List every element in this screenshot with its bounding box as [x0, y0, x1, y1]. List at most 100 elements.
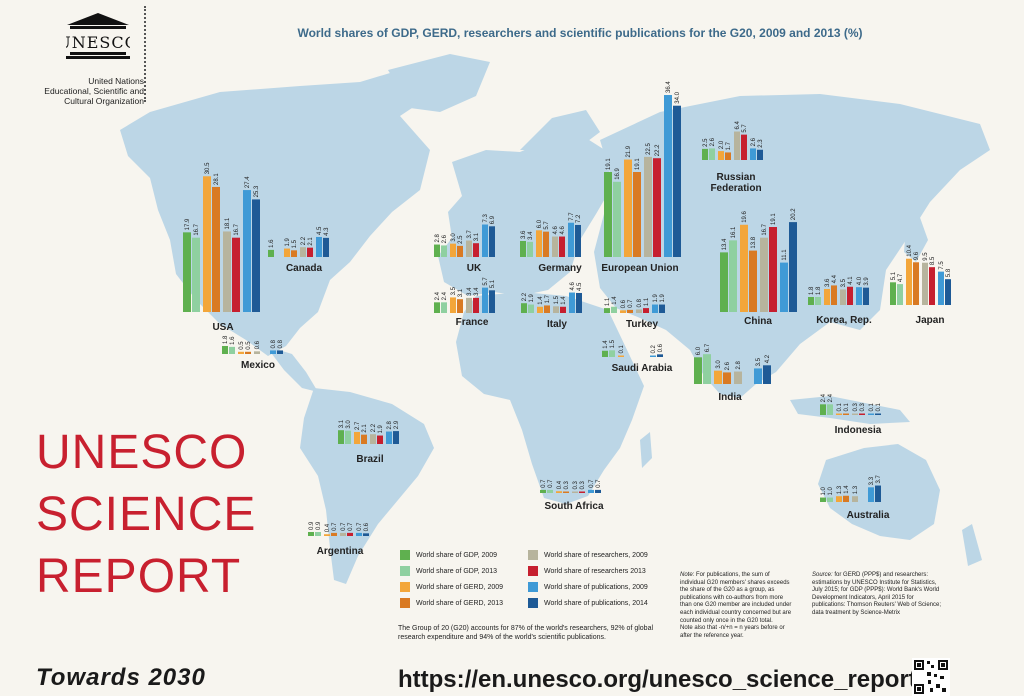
- bar-group-germany: 3.6 3.46.0 5.74.6 4.67.7 7.2: [520, 212, 582, 257]
- data-label: 0.6: [658, 343, 664, 352]
- country-label: Japan: [916, 315, 945, 326]
- data-label: 4.6: [560, 226, 566, 235]
- bar: [520, 240, 526, 257]
- country-label: Turkey: [626, 319, 658, 330]
- data-label: 0.7: [341, 522, 347, 531]
- data-label: 3.1: [339, 419, 345, 428]
- bar: [277, 350, 283, 354]
- data-label: 25.3: [254, 185, 260, 197]
- data-label: 28.1: [214, 173, 220, 185]
- bar: [875, 413, 881, 415]
- legend-item: World share of GERD, 2009: [400, 582, 503, 592]
- data-label: 2.4: [442, 291, 448, 300]
- data-label: 2.6: [442, 234, 448, 243]
- data-label: 1.7: [726, 141, 732, 150]
- bar: [636, 309, 642, 313]
- bar-group-turkey: 1.1 1.4 0.6 0.7 0.8 1.1 1.9 1.9: [604, 294, 666, 313]
- bar: [831, 285, 837, 305]
- bar: [473, 243, 479, 257]
- data-label: 7.3: [483, 214, 489, 223]
- org-line-1: United Nations: [88, 76, 144, 86]
- data-label: 1.1: [644, 297, 650, 306]
- bar: [284, 248, 290, 257]
- bar: [780, 262, 788, 312]
- data-label: 0.7: [541, 479, 547, 488]
- data-label: 0.6: [364, 522, 370, 531]
- data-label: 2.6: [725, 361, 731, 370]
- data-label: 4.4: [832, 274, 838, 283]
- data-label: 4.0: [857, 276, 863, 285]
- source-label: Source:: [812, 572, 833, 578]
- data-label: 1.4: [538, 296, 544, 305]
- country-label: UK: [467, 263, 482, 274]
- bar: [563, 491, 569, 493]
- bar: [820, 404, 826, 415]
- bar: [556, 491, 562, 493]
- bar: [827, 404, 833, 415]
- bar: [945, 279, 951, 305]
- data-label: 0.6: [621, 299, 627, 308]
- report-title-line-1: UNESCO: [36, 426, 248, 479]
- legend-swatch: [528, 566, 538, 576]
- data-label: 1.9: [378, 425, 384, 434]
- map-north-america: [120, 70, 430, 356]
- bar: [579, 491, 585, 493]
- country-label: Canada: [286, 263, 323, 274]
- country-label: Argentina: [317, 546, 364, 557]
- data-label: 36.4: [666, 81, 672, 93]
- data-label: 0.8: [637, 298, 643, 307]
- bar: [836, 413, 842, 415]
- data-label: 3.0: [716, 360, 722, 369]
- bar: [820, 497, 826, 502]
- data-label: 0.6: [255, 340, 261, 349]
- bar: [466, 240, 472, 257]
- bar: [702, 148, 708, 160]
- bar: [611, 306, 617, 313]
- bar: [760, 237, 768, 312]
- bars-layer: 17.9 16.730.528.118.116.727.425.31.6 1.9 1.…: [183, 81, 952, 536]
- org-line-3: Cultural Organization: [64, 96, 144, 106]
- report-title-line-2: SCIENCE: [36, 488, 257, 541]
- qr-code-icon[interactable]: [912, 658, 950, 696]
- country-label: Russian Federation: [710, 172, 761, 194]
- report-url-link[interactable]: https://en.unesco.org/unesco_science_rep…: [398, 666, 917, 693]
- bar: [434, 244, 440, 257]
- data-label: 1.4: [612, 296, 618, 305]
- bar: [852, 496, 858, 502]
- bar: [827, 497, 833, 502]
- bar: [602, 350, 608, 357]
- legend-swatch: [400, 598, 410, 608]
- data-label: 30.5: [205, 162, 211, 174]
- data-label: 5.1: [891, 271, 897, 280]
- bar: [192, 237, 200, 312]
- bar: [345, 430, 351, 444]
- bar: [856, 287, 862, 305]
- data-label: 2.1: [362, 424, 368, 433]
- bar-group-mexico: 1.8 1.60.5 0.5 0.6 0.8 0.8: [222, 335, 284, 354]
- bar: [307, 247, 313, 257]
- data-label: 3.6: [521, 230, 527, 239]
- data-label: 3.0: [451, 233, 457, 242]
- data-label: 1.5: [292, 239, 298, 248]
- bar: [291, 250, 297, 257]
- country-label: Saudi Arabia: [612, 363, 673, 374]
- data-label: 4.1: [848, 276, 854, 285]
- bar: [740, 224, 748, 312]
- bar: [604, 308, 610, 313]
- data-label: 0.1: [619, 344, 625, 353]
- data-label: 1.4: [844, 485, 850, 494]
- data-label: 0.7: [548, 479, 554, 488]
- bar-group-uk: 2.8 2.6 3.0 2.53.7 3.1 7.3 6.9: [434, 214, 496, 257]
- bar: [840, 289, 846, 305]
- legend-label: World share of publications, 2014: [544, 599, 648, 607]
- data-label: 1.9: [285, 238, 291, 247]
- bar: [906, 258, 912, 305]
- bar: [847, 286, 853, 305]
- data-label: 0.7: [357, 522, 363, 531]
- data-label: 0.7: [348, 522, 354, 531]
- data-label: 0.8: [278, 339, 284, 348]
- data-label: 2.1: [308, 237, 314, 246]
- bar: [929, 267, 935, 305]
- legend-swatch: [400, 550, 410, 560]
